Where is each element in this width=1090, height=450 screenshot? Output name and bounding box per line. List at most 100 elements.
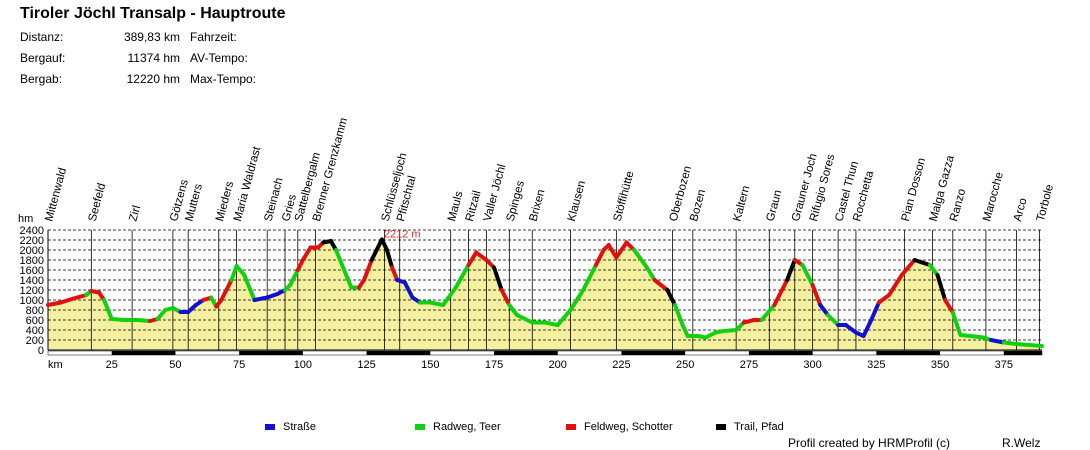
profile-segment: [825, 313, 841, 327]
y-tick-label: 1000: [20, 295, 44, 307]
profile-segment: [935, 273, 948, 302]
profile-segment: [632, 248, 649, 270]
profile-segment: [453, 263, 471, 290]
footer-credit: Profil created by HRMProfil (c): [788, 436, 951, 450]
x-scale-bar-segment: [1003, 351, 1042, 355]
waypoint-label: Pian Dosson: [900, 157, 928, 223]
profile-segment: [441, 285, 458, 307]
profile-segment: [721, 328, 739, 333]
profile-segment: [581, 263, 598, 292]
profile-segment: [1027, 343, 1044, 348]
profile-segment: [800, 263, 815, 287]
profile-segment: [300, 245, 313, 262]
profile-segment: [390, 265, 400, 282]
profile-segment: [252, 295, 270, 302]
profile-area: [48, 239, 1042, 350]
profile-segment: [772, 278, 790, 307]
profile-segment: [242, 273, 257, 302]
profile-segment: [672, 303, 685, 327]
legend-swatch-radweg: [415, 424, 425, 430]
x-tick-label: 100: [294, 359, 312, 371]
stat-extra: Max-Tempo:: [190, 72, 257, 86]
max-elevation-label: 2212 m: [384, 228, 421, 240]
profile-segment: [71, 293, 89, 301]
profile-segment: [861, 318, 874, 338]
y-tick-label: 1800: [20, 255, 44, 267]
profile-segment: [1014, 342, 1032, 347]
profile-segment: [843, 323, 858, 335]
x-tick-label: 325: [867, 359, 885, 371]
waypoint-label: Marocche: [981, 171, 1006, 223]
y-tick-label: 1400: [20, 275, 44, 287]
profile-segment: [899, 258, 917, 277]
profile-segment: [593, 248, 606, 267]
profile-segment: [229, 264, 239, 282]
stat-value: 389,83 km: [123, 30, 180, 44]
profile-segment: [943, 298, 955, 315]
waypoint-label: Valler Jöchl: [482, 163, 509, 223]
y-tick-label: 2000: [20, 245, 44, 257]
waypoint-label: Mittenwald: [43, 167, 69, 223]
x-scale-bar-segment: [876, 351, 941, 355]
waypoint-label: Bozen: [688, 188, 708, 223]
waypoint-label: Klausen: [566, 180, 588, 223]
y-tick-label: 0: [38, 345, 44, 357]
waypoint-label: Ritzail: [464, 189, 484, 222]
x-scale-bar-segment: [111, 351, 176, 355]
profile-segment: [428, 300, 446, 307]
waypoint-label: Arco: [1012, 197, 1030, 223]
profile-segment: [759, 303, 777, 322]
profile-segment: [927, 263, 940, 277]
profile-segment: [334, 248, 349, 277]
x-scale-bar: [47, 350, 1043, 356]
profile-segment: [369, 237, 384, 262]
profile-segment: [288, 268, 300, 287]
legend-swatch-feldweg: [566, 424, 576, 430]
profile-segment: [109, 317, 127, 322]
profile-segment: [219, 278, 234, 302]
x-scale-bar-segment: [621, 351, 686, 355]
profile-segment: [968, 334, 986, 340]
stat-label: Bergauf:: [20, 51, 66, 65]
footer-author: R.Welz: [1002, 436, 1041, 450]
legend-label: Radweg, Teer: [433, 421, 501, 433]
profile-segment: [102, 298, 114, 321]
x-tick-label: 175: [485, 359, 503, 371]
profile-segment: [680, 323, 690, 338]
profile-segment: [362, 258, 374, 282]
profile-segment: [568, 288, 586, 312]
profile-segment: [652, 278, 670, 292]
x-tick-label: 275: [740, 359, 758, 371]
profile-segment: [818, 303, 830, 317]
profile-segment: [514, 313, 535, 325]
profile-segment: [665, 288, 677, 307]
profile-segment: [810, 283, 823, 307]
y-tick-label: 600: [26, 315, 44, 327]
profile-segment: [876, 293, 892, 305]
profile-segment: [644, 265, 657, 282]
waypoint-label: Mauls: [446, 190, 466, 223]
stat-value: 11374 hm: [127, 51, 180, 65]
stat-extra: AV-Tempo:: [190, 51, 248, 65]
legend-swatch-trail: [716, 424, 726, 430]
profile-segment: [555, 308, 573, 327]
profile-segment: [135, 318, 152, 323]
x-tick-label: 375: [995, 359, 1013, 371]
x-scale-bar-segment: [239, 351, 303, 355]
waypoint-label: Graun: [765, 189, 785, 223]
y-tick-label: 1200: [20, 285, 44, 297]
profile-segment: [950, 310, 963, 337]
y-axis-label: hm: [18, 213, 33, 225]
y-tick-label: 2200: [20, 235, 44, 247]
waypoint-label: Maria Waldrast: [232, 145, 264, 223]
y-tick-label: 400: [26, 325, 44, 337]
profile-segment: [614, 240, 629, 260]
profile-segment: [499, 288, 512, 307]
x-tick-label: 150: [421, 359, 439, 371]
y-tick-label: 800: [26, 305, 44, 317]
profile-segment: [785, 258, 797, 282]
waypoint-label: Stöffihütte: [612, 170, 637, 223]
x-axis-label: km: [48, 359, 63, 371]
stat-label: Distanz:: [20, 30, 64, 44]
x-tick-label: 300: [803, 359, 821, 371]
